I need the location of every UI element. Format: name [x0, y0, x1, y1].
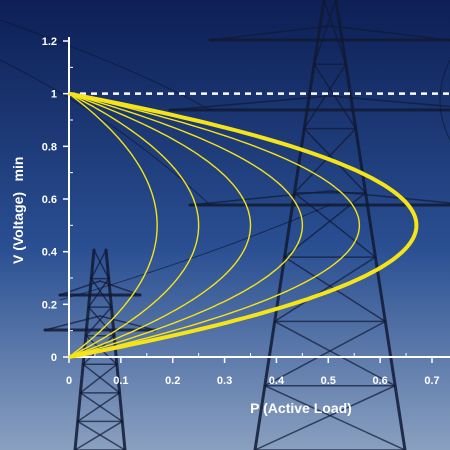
pv-curve-5 [68, 93, 361, 358]
power-lines [0, 19, 450, 301]
x-tick-label: 0.6 [372, 375, 387, 387]
pv-curves [68, 91, 419, 359]
y-tick-label: 0.2 [42, 299, 57, 311]
x-tick-label: 0.3 [217, 375, 232, 387]
x-tick-label: 0.4 [269, 375, 285, 387]
power-line [0, 19, 211, 111]
power-line [59, 204, 331, 301]
x-tick-label: 0 [66, 375, 72, 387]
x-tick-label: 0.2 [165, 375, 180, 387]
x-tick-label: 0.5 [321, 375, 336, 387]
tower-left [43, 248, 157, 450]
y-tick-label: 0.4 [42, 247, 58, 259]
pv-curve-1 [68, 93, 158, 358]
pv-curve-4 [68, 93, 304, 358]
y-tick-label: 0 [51, 352, 57, 364]
y-tick-label: 0.8 [42, 141, 57, 153]
y-axis-label-min: min [10, 157, 26, 182]
axes [63, 37, 450, 363]
pv-curve-3 [68, 93, 252, 358]
x-tick-label: 0.7 [424, 375, 439, 387]
x-tick-label: 0.1 [113, 375, 128, 387]
y-axis-label: V (Voltage) [10, 192, 26, 264]
y-tick-label: 1 [51, 89, 57, 101]
pv-curve-outer [68, 91, 419, 359]
y-tick-label: 1.2 [42, 36, 57, 48]
tick-labels: 0 0.2 0.4 0.6 0.8 1 1.2 0 0.1 0.2 0.3 0.4 0.5 0.6 0.7 [42, 36, 440, 387]
power-line [439, 59, 450, 141]
y-tick-label: 0.6 [42, 194, 57, 206]
pv-curve-2 [68, 93, 200, 358]
x-axis-label: P (Active Load) [250, 400, 352, 416]
